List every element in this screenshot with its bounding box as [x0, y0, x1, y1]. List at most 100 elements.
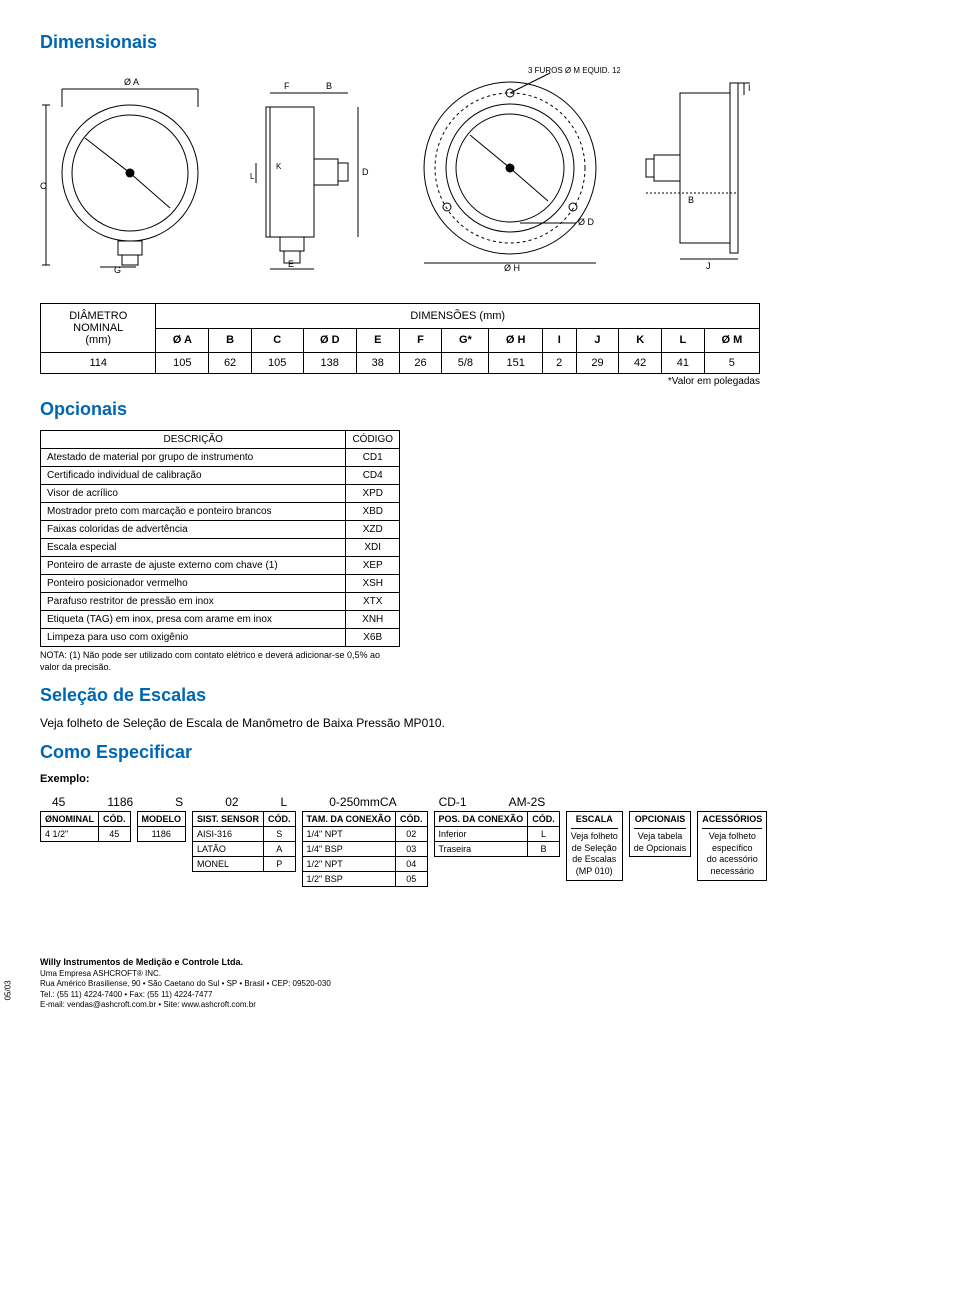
- diagrams-row: Ø A C G F B K L D E: [40, 63, 920, 273]
- table-row: 1/2" BSP05: [302, 872, 427, 887]
- dim-row-value: 114: [41, 353, 156, 374]
- label-phi-a: Ø A: [124, 77, 139, 87]
- footer-tel: Tel.: (55 11) 4224-7400 • Fax: (55 11) 4…: [40, 990, 920, 1000]
- acessorios-title: ACESSÓRIOS: [702, 814, 762, 829]
- opc-code: CD1: [346, 449, 400, 467]
- spec-table-modelo: MODELO 1186: [137, 811, 187, 842]
- footer-company: Willy Instrumentos de Medição e Controle…: [40, 957, 920, 969]
- dim-col: Ø D: [303, 328, 356, 353]
- dim-col: Ø M: [704, 328, 759, 353]
- label-l: L: [250, 172, 255, 181]
- dim-rowhead: DIÂMETRO NOMINAL (mm): [41, 304, 156, 353]
- table-row: Visor de acrílicoXPD: [41, 485, 400, 503]
- dim-cell: 42: [619, 353, 662, 374]
- spec-example-value: 1186: [107, 795, 133, 809]
- spec-example-value: 45: [52, 795, 65, 809]
- dim-cell: 41: [662, 353, 705, 374]
- opc-desc: Atestado de material por grupo de instru…: [41, 449, 346, 467]
- acessorios-text: Veja folheto específico do acessório nec…: [702, 831, 762, 878]
- cell: 1/4" NPT: [302, 827, 396, 842]
- exemplo-label: Exemplo:: [40, 773, 920, 785]
- section-title-opcionais: Opcionais: [40, 399, 920, 420]
- diagram-flange-side: I J B: [640, 63, 790, 273]
- table-row: Ponteiro posicionador vermelhoXSH: [41, 575, 400, 593]
- table-row: Faixas coloridas de advertênciaXZD: [41, 521, 400, 539]
- dim-cell: 29: [576, 353, 619, 374]
- table-row: Limpeza para uso com oxigênioX6B: [41, 629, 400, 647]
- diagram-side-gauge: F B K L D E: [240, 63, 380, 273]
- dimensions-table: DIÂMETRO NOMINAL (mm) DIMENSÕES (mm) Ø A…: [40, 303, 760, 374]
- table-row: Etiqueta (TAG) em inox, presa com arame …: [41, 611, 400, 629]
- escala-text: Veja folheto de Seleção de Escalas (MP 0…: [571, 831, 618, 878]
- dim-cell: 2: [542, 353, 576, 374]
- dim-cell: 5: [704, 353, 759, 374]
- label-e: E: [288, 259, 294, 269]
- opc-code: X6B: [346, 629, 400, 647]
- spec-example-value: CD-1: [439, 795, 467, 809]
- opcionais-title: OPCIONAIS: [634, 814, 687, 829]
- table-row: Mostrador preto com marcação e ponteiro …: [41, 503, 400, 521]
- modelo-h0: MODELO: [137, 812, 186, 827]
- spec-box-opcionais: OPCIONAIS Veja tabela de Opcionais: [629, 811, 692, 857]
- cell: 05: [396, 872, 428, 887]
- label-c: C: [40, 181, 47, 191]
- table-row: LATÃOA: [193, 842, 296, 857]
- cell: 1/2" NPT: [302, 857, 396, 872]
- opc-desc: Limpeza para uso com oxigênio: [41, 629, 346, 647]
- dim-col: Ø A: [156, 328, 209, 353]
- spec-table-tam: TAM. DA CONEXÃOCÓD. 1/4" NPT021/4" BSP03…: [302, 811, 428, 887]
- cell: Inferior: [434, 827, 528, 842]
- opc-desc: Certificado individual de calibração: [41, 467, 346, 485]
- section-title-selecao: Seleção de Escalas: [40, 685, 920, 706]
- label-k: K: [276, 162, 282, 171]
- label-i: I: [748, 83, 751, 93]
- selecao-subtext: Veja folheto de Seleção de Escala de Man…: [40, 716, 920, 730]
- opcionais-nota: NOTA: (1) Não pode ser utilizado com con…: [40, 650, 400, 673]
- dim-cell: 26: [399, 353, 442, 374]
- label-g: G: [114, 265, 121, 273]
- dim-cell: 151: [489, 353, 542, 374]
- opc-code: XSH: [346, 575, 400, 593]
- opcionais-text: Veja tabela de Opcionais: [634, 831, 687, 854]
- spec-example-value: L: [281, 795, 288, 809]
- opc-header-code: CÓDIGO: [346, 431, 400, 449]
- section-title-como: Como Especificar: [40, 742, 920, 763]
- dim-cell: 105: [156, 353, 209, 374]
- spec-box-escala: ESCALA Veja folheto de Seleção de Escala…: [566, 811, 623, 880]
- table-row: 1/4" BSP03: [302, 842, 427, 857]
- diagram-front-gauge: Ø A C G: [40, 63, 220, 273]
- sensor-h1: CÓD.: [264, 812, 296, 827]
- opc-desc: Escala especial: [41, 539, 346, 557]
- opc-code: XEP: [346, 557, 400, 575]
- table-row: AISI-316S: [193, 827, 296, 842]
- cell: 1/2" BSP: [302, 872, 396, 887]
- cell: L: [528, 827, 560, 842]
- escala-title: ESCALA: [571, 814, 618, 829]
- spec-table-sensor: SIST. SENSORCÓD. AISI-316SLATÃOAMONELP: [192, 811, 296, 872]
- dim-values-row: 114 1056210513838265/815122942415: [41, 353, 760, 374]
- opc-desc: Ponteiro posicionador vermelho: [41, 575, 346, 593]
- cell: A: [264, 842, 296, 857]
- table-row: Atestado de material por grupo de instru…: [41, 449, 400, 467]
- sensor-h0: SIST. SENSOR: [193, 812, 264, 827]
- cell: P: [264, 857, 296, 872]
- table-row: MONELP: [193, 857, 296, 872]
- opc-desc: Parafuso restritor de pressão em inox: [41, 593, 346, 611]
- table-row: Parafuso restritor de pressão em inoxXTX: [41, 593, 400, 611]
- spec-table-pos: POS. DA CONEXÃOCÓD. InferiorLTraseiraB: [434, 811, 560, 857]
- dim-cell: 62: [209, 353, 252, 374]
- dim-col: G*: [442, 328, 489, 353]
- dim-col: K: [619, 328, 662, 353]
- label-d: D: [362, 167, 369, 177]
- opc-code: XTX: [346, 593, 400, 611]
- dim-col: L: [662, 328, 705, 353]
- nominal-h0: ØNOMINAL: [41, 812, 99, 827]
- opcionais-table: DESCRIÇÃO CÓDIGO Atestado de material po…: [40, 430, 400, 647]
- spec-example-value: AM-2S: [509, 795, 546, 809]
- footer-email: E-mail: vendas@ashcroft.com.br • Site: w…: [40, 1000, 920, 1010]
- spec-example-value: 02: [225, 795, 238, 809]
- dim-col: F: [399, 328, 442, 353]
- table-row: 1/2" NPT04: [302, 857, 427, 872]
- spec-table-nominal: ØNOMINALCÓD. 4 1/2"45: [40, 811, 131, 842]
- spec-tables-row: ØNOMINALCÓD. 4 1/2"45 MODELO 1186 SIST. …: [40, 811, 920, 887]
